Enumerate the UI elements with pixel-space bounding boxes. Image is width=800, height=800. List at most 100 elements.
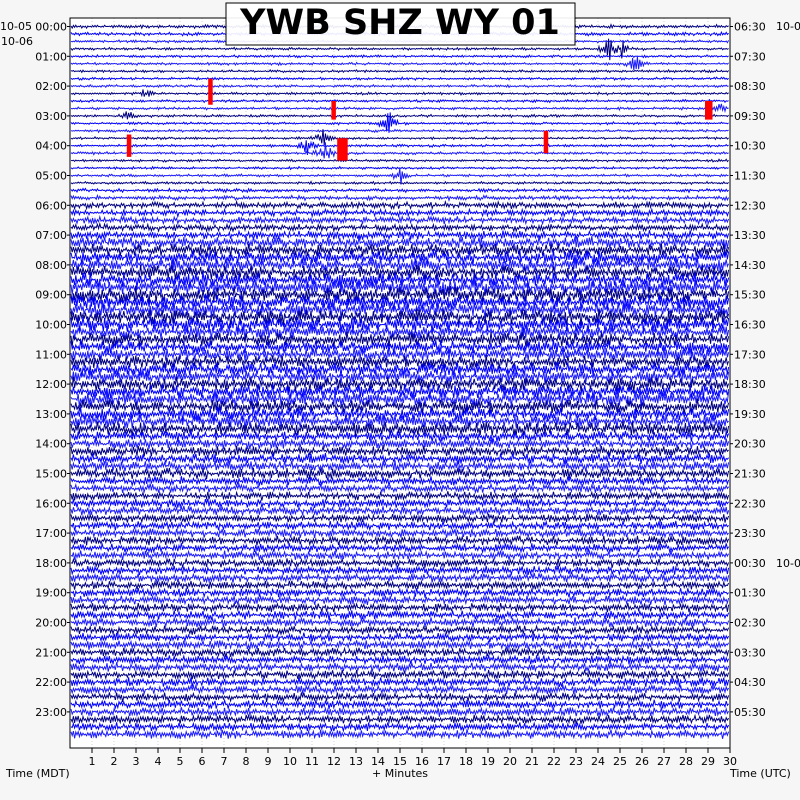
seismic-trace (70, 89, 729, 98)
right-axis-label: Time (UTC) (729, 767, 791, 780)
seismic-trace (70, 475, 730, 488)
x-tick-label: 10 (283, 755, 297, 768)
x-tick-label: 7 (221, 755, 228, 768)
seismic-trace (70, 180, 729, 186)
right-hour-label: 20:30 (734, 438, 766, 451)
seismic-trace (70, 534, 730, 547)
left-hour-label: 01:00 (35, 50, 67, 63)
x-tick-label: 22 (547, 755, 561, 768)
left-hour-label: 00:00 (35, 21, 67, 34)
left-hour-label: 18:00 (35, 557, 67, 570)
seismic-trace (70, 572, 730, 584)
left-hour-label: 22:00 (35, 676, 67, 689)
right-hour-label: 09:30 (734, 110, 766, 123)
x-tick-label: 23 (569, 755, 583, 768)
seismic-trace (70, 406, 730, 422)
seismic-trace (70, 199, 730, 211)
x-tick-label: 4 (155, 755, 162, 768)
x-tick-label: 17 (437, 755, 451, 768)
x-tick-label: 11 (305, 755, 319, 768)
seismic-trace (70, 519, 729, 532)
seismic-trace (70, 676, 730, 688)
left-hour-label: 11:00 (35, 348, 67, 361)
left-axis-label: Time (MDT) (5, 767, 70, 780)
right-date-mid: 10-0 (776, 557, 800, 570)
seismic-trace (70, 316, 730, 334)
right-date-top: 10-06 (776, 20, 800, 33)
x-tick-label: 18 (459, 755, 473, 768)
left-hour-label: 04:00 (35, 140, 67, 153)
left-hour-label: 09:00 (35, 289, 67, 302)
left-hour-label: 17:00 (35, 527, 67, 540)
right-hour-label: 17:30 (734, 348, 766, 361)
right-hour-label: 21:30 (734, 468, 766, 481)
right-hour-label: 07:30 (734, 50, 766, 63)
seismic-trace (70, 229, 730, 241)
left-hour-label: 19:00 (35, 587, 67, 600)
clipped-segments (126, 78, 713, 161)
seismic-trace (70, 112, 729, 133)
seismic-trace (70, 103, 729, 114)
clipped-segment (208, 78, 213, 105)
seismic-trace (70, 128, 729, 134)
right-hour-label: 15:30 (734, 289, 766, 302)
seismic-trace (70, 221, 730, 234)
right-hour-label: 22:30 (734, 497, 766, 510)
seismic-trace (70, 504, 730, 517)
seismic-trace (70, 482, 730, 495)
seismic-trace (70, 632, 730, 643)
seismic-trace (70, 646, 730, 658)
seismic-trace (70, 721, 730, 733)
seismic-trace (70, 512, 730, 524)
x-tick-label: 2 (111, 755, 118, 768)
seismic-trace (70, 691, 730, 704)
seismic-trace (70, 421, 730, 437)
x-axis-label: + Minutes (372, 767, 428, 780)
right-hour-label: 13:30 (734, 229, 766, 242)
x-tick-label: 1 (89, 755, 96, 768)
seismic-trace (70, 390, 730, 408)
x-tick-label: 8 (243, 755, 250, 768)
left-hour-label: 14:00 (35, 438, 67, 451)
seismic-trace (70, 111, 729, 120)
x-tick-label: 21 (525, 755, 539, 768)
right-hour-label: 23:30 (734, 527, 766, 540)
seismic-trace (70, 54, 729, 59)
seismic-trace (70, 339, 730, 355)
left-hour-label: 15:00 (35, 468, 67, 481)
x-tick-label: 6 (199, 755, 206, 768)
seismic-trace (70, 83, 729, 89)
seismic-trace (70, 490, 730, 502)
x-tick-label: 19 (481, 755, 495, 768)
seismic-trace (70, 56, 729, 71)
right-hour-label: 16:30 (734, 319, 766, 332)
x-tick-label: 30 (723, 755, 737, 768)
right-hour-label: 11:30 (734, 170, 766, 183)
seismic-trace (70, 661, 730, 674)
clipped-segment (337, 138, 348, 161)
seismic-trace (70, 639, 730, 651)
seismic-trace (70, 527, 729, 539)
seismic-trace (70, 683, 730, 696)
left-hour-label: 20:00 (35, 617, 67, 630)
x-tick-label: 14 (371, 755, 385, 768)
x-tick-label: 20 (503, 755, 517, 768)
seismic-trace (70, 278, 730, 296)
seismic-trace (70, 438, 730, 450)
seismic-trace (70, 361, 730, 377)
seismic-trace (70, 369, 730, 385)
seismic-trace (70, 467, 730, 480)
seismic-trace (70, 383, 730, 400)
seismic-trace (70, 601, 730, 614)
seismic-trace (70, 257, 730, 273)
x-tick-label: 13 (349, 755, 363, 768)
right-hour-label: 19:30 (734, 408, 766, 421)
seismic-trace (70, 142, 729, 159)
left-hour-label: 05:00 (35, 170, 67, 183)
seismic-trace (70, 654, 730, 666)
x-tick-label: 16 (415, 755, 429, 768)
seismic-trace (70, 354, 730, 369)
left-hour-label: 03:00 (35, 110, 67, 123)
right-hour-label: 01:30 (734, 587, 766, 600)
x-tick-label: 15 (393, 755, 407, 768)
